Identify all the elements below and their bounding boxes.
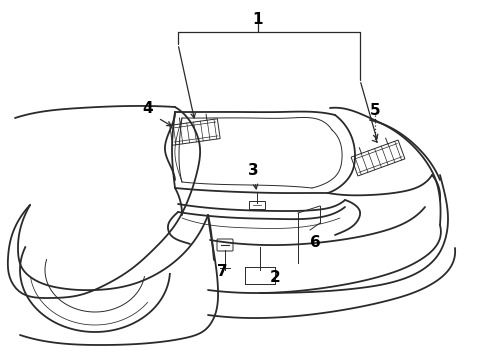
Bar — [351, 140, 405, 176]
Bar — [249, 201, 265, 209]
Text: 5: 5 — [370, 103, 381, 117]
Text: 3: 3 — [248, 162, 259, 177]
Bar — [170, 119, 220, 145]
Text: 1: 1 — [253, 12, 263, 27]
Text: 4: 4 — [143, 100, 153, 116]
Text: 6: 6 — [310, 234, 321, 249]
Text: 2: 2 — [270, 270, 281, 285]
Text: 7: 7 — [218, 265, 228, 279]
FancyBboxPatch shape — [217, 239, 233, 251]
